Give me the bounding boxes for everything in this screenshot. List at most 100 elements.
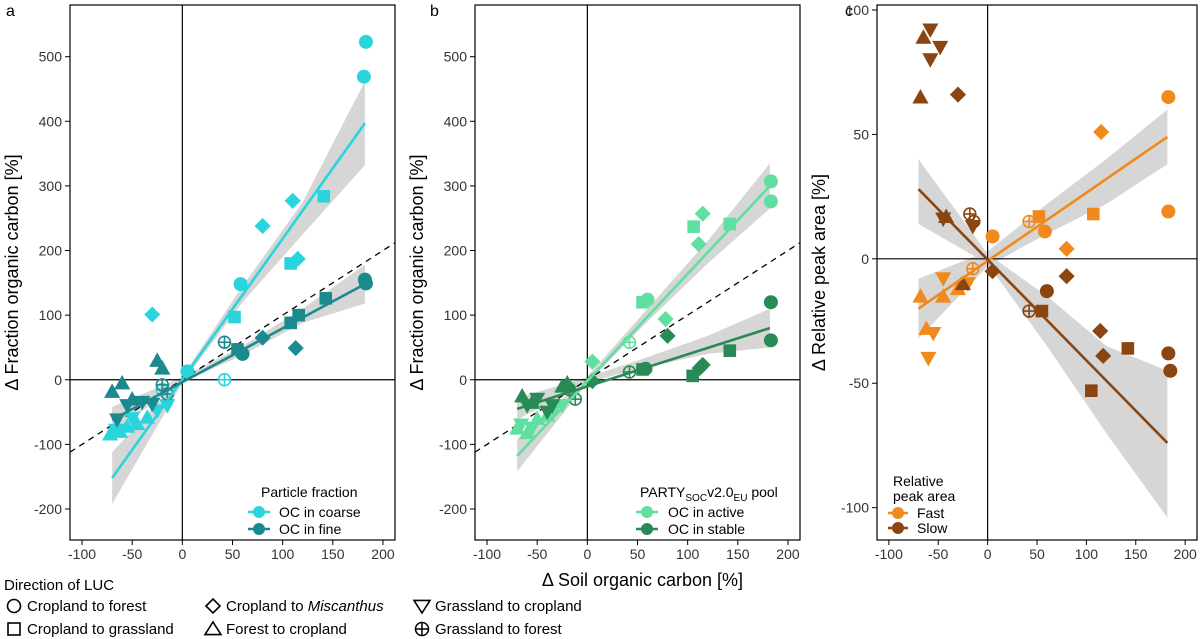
data-point-triangle-down	[922, 23, 939, 38]
legend-label: Slow	[917, 520, 948, 536]
y-tick-label: 300	[39, 178, 63, 194]
plot-area	[475, 5, 800, 540]
data-point-triangle-down	[109, 413, 126, 428]
panel-letter: b	[430, 3, 439, 20]
legend-marker	[253, 506, 265, 518]
y-tick-label: 200	[39, 243, 63, 259]
data-point-square	[231, 343, 244, 356]
data-point-triangle	[912, 89, 929, 104]
x-tick-label: 0	[178, 546, 186, 562]
data-point-circle	[1039, 284, 1054, 299]
legend-marker	[892, 507, 904, 519]
data-point-triangle	[915, 29, 932, 44]
data-point-diamond	[284, 192, 301, 209]
confidence-band-1	[517, 163, 770, 472]
y-tick-label: 400	[39, 113, 63, 129]
data-point-triangle	[519, 424, 536, 440]
luc-symbol-triangle-down	[412, 599, 432, 615]
fit-line-2	[917, 188, 1169, 444]
data-point-square	[1032, 210, 1046, 223]
y-tick-label: 500	[39, 49, 63, 65]
luc-legend-item: Cropland to forest	[6, 598, 147, 615]
data-point-square	[1035, 304, 1049, 318]
legend-title: peak area	[893, 488, 955, 504]
data-point-triangle	[154, 360, 171, 375]
data-point-crossed-circle	[1022, 214, 1036, 229]
data-point-circle	[1163, 363, 1178, 378]
data-point-diamond	[1058, 240, 1075, 257]
luc-legend-label: Grassland to cropland	[435, 598, 582, 615]
data-point-triangle	[104, 383, 121, 398]
data-point-triangle-down	[935, 212, 952, 228]
confidence-band-2	[918, 159, 1168, 518]
luc-symbol-triangle	[203, 620, 223, 636]
luc-legend-label: Cropland to grassland	[27, 621, 174, 638]
data-point-circle	[1161, 90, 1176, 105]
plot-area	[70, 5, 395, 540]
data-point-triangle-down	[108, 423, 125, 439]
y-tick-label: 0	[861, 251, 869, 267]
data-point-circle	[763, 333, 778, 348]
luc-legend-item: Cropland to Miscanthus	[204, 597, 384, 615]
y-tick-label: 200	[444, 243, 468, 259]
luc-legend-label: Cropland to Miscanthus	[226, 598, 384, 615]
legend-label: OC in stable	[668, 521, 745, 537]
series-1	[912, 90, 1176, 367]
luc-legend-item: Cropland to grassland	[7, 621, 174, 638]
data-point-triangle-down	[925, 327, 942, 342]
data-point-square	[636, 295, 649, 309]
luc-legend-item: Grassland to forest	[414, 621, 563, 638]
x-axis-label: Δ Soil organic carbon [%]	[542, 570, 743, 590]
data-point-triangle-down	[920, 351, 937, 367]
luc-legend-label: Forest to cropland	[226, 621, 347, 638]
data-point-triangle-down	[935, 272, 952, 287]
data-point-diamond	[254, 217, 271, 235]
data-point-crossed-circle	[217, 335, 232, 350]
data-point-circle	[763, 174, 778, 189]
data-point-square	[319, 292, 333, 305]
y-axis-label: Δ Fraction organic carbon [%]	[407, 154, 427, 390]
legend-marker	[892, 522, 904, 534]
y-tick-label: -200	[439, 501, 467, 517]
legend-marker	[641, 506, 653, 518]
luc-symbol-diamond	[204, 597, 222, 615]
luc-symbol-circle	[6, 598, 22, 614]
fit-line-1	[516, 185, 771, 457]
legend-title: PARTYSOCv2.0EU pool	[640, 484, 778, 504]
data-point-circle	[1161, 346, 1176, 361]
data-point-diamond	[949, 86, 967, 103]
x-tick-label: 150	[726, 546, 750, 562]
x-tick-label: 100	[676, 546, 700, 562]
legend-marker	[253, 523, 265, 535]
legend-label: Fast	[917, 505, 944, 521]
data-point-diamond	[287, 340, 304, 357]
series-2	[514, 295, 778, 421]
luc-legend-label: Cropland to forest	[27, 598, 147, 615]
y-tick-label: -100	[439, 436, 467, 452]
x-tick-label: -50	[928, 546, 948, 562]
data-point-diamond	[694, 205, 711, 222]
fit-line-2	[516, 326, 771, 411]
data-point-triangle-down	[119, 399, 136, 414]
data-point-square	[686, 369, 699, 383]
panel-letter: c	[845, 3, 853, 20]
luc-legend-item: Forest to cropland	[203, 620, 347, 638]
y-tick-label: 100	[444, 307, 468, 323]
data-point-diamond	[657, 310, 674, 328]
y-tick-label: -100	[34, 436, 62, 452]
data-point-circle	[356, 69, 371, 84]
x-tick-label: 100	[1075, 546, 1099, 562]
data-point-square	[1121, 342, 1135, 355]
data-point-triangle	[514, 387, 531, 403]
data-point-triangle-down	[922, 53, 939, 68]
y-tick-label: -50	[849, 375, 869, 391]
y-tick-label: 400	[444, 113, 468, 129]
y-tick-label: 500	[444, 49, 468, 65]
data-point-circle	[1037, 224, 1052, 239]
data-point-diamond	[691, 360, 708, 377]
y-tick-label: 100	[846, 2, 870, 18]
data-point-triangle	[139, 409, 156, 424]
data-point-diamond	[289, 250, 306, 267]
